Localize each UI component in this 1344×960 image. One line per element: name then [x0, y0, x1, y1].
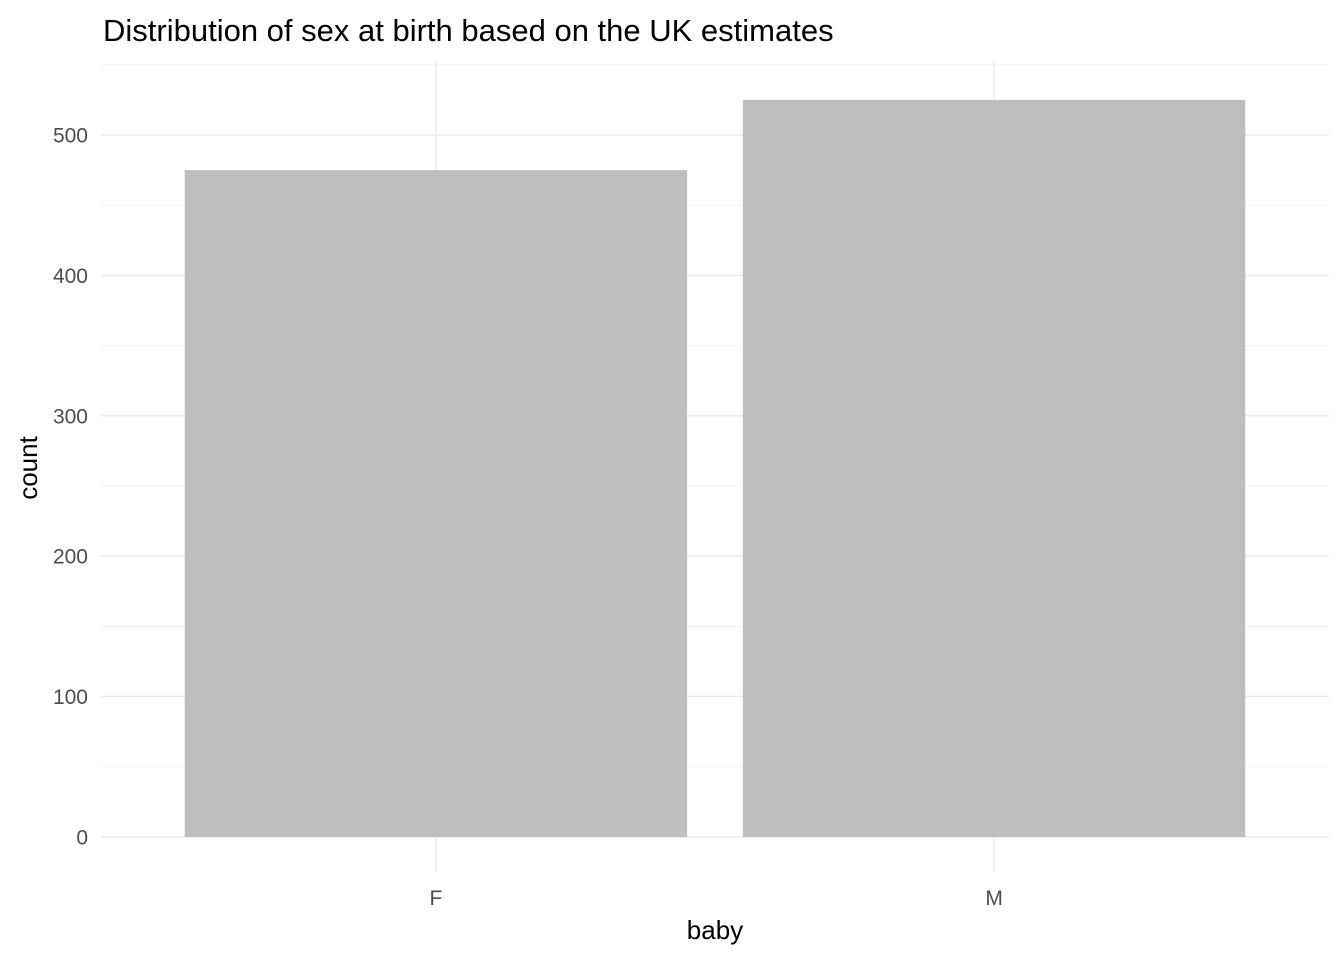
y-axis-title: count [13, 435, 43, 499]
bar-f [184, 170, 688, 838]
chart-title: Distribution of sex at birth based on th… [103, 13, 834, 48]
y-axis-tick-labels: 0 100 200 300 400 500 [53, 125, 88, 850]
x-tick-label: M [985, 887, 1003, 910]
y-tick-label: 0 [76, 827, 88, 850]
bar-m [742, 99, 1246, 837]
x-axis-title: baby [687, 915, 743, 945]
y-tick-label: 100 [53, 686, 88, 709]
y-tick-label: 500 [53, 125, 88, 148]
x-tick-label: F [429, 887, 442, 910]
y-tick-label: 200 [53, 546, 88, 569]
y-tick-label: 400 [53, 265, 88, 288]
y-tick-label: 300 [53, 405, 88, 428]
bars [184, 99, 1246, 838]
